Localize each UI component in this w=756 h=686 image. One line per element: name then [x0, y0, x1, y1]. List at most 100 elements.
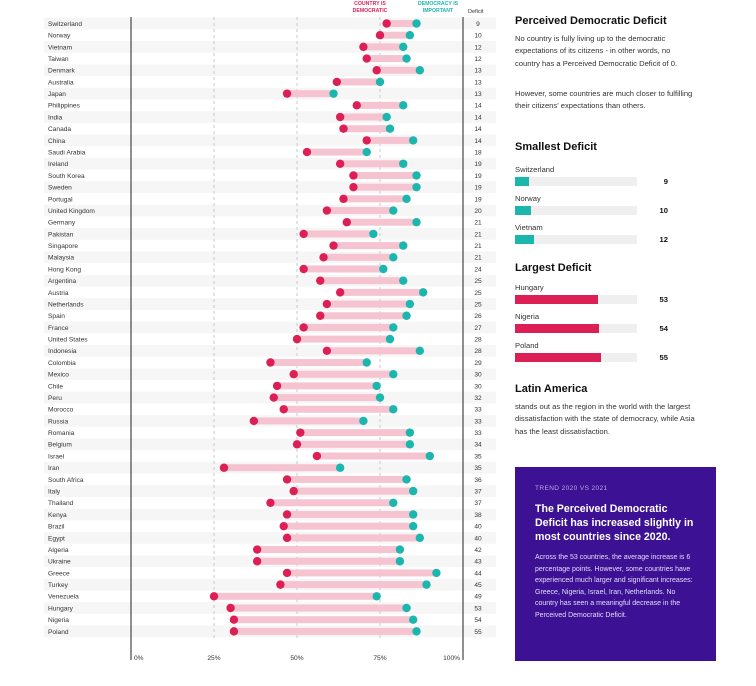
important-dot [369, 229, 378, 239]
gap-bar [326, 207, 394, 215]
democratic-dot [266, 498, 275, 507]
deficit-header: Deficit [468, 9, 484, 15]
row-stripe [44, 485, 496, 497]
latin-america-title: Latin America [515, 383, 588, 395]
country-label: Italy [48, 489, 61, 496]
gap-bar [277, 382, 377, 390]
largest-deficit-name: Nigeria [515, 312, 540, 321]
country-label: Algeria [48, 547, 69, 554]
deficit-value: 21 [474, 220, 482, 227]
gap-bar [380, 31, 410, 39]
deficit-value: 40 [474, 524, 482, 531]
country-label: Malaysia [48, 255, 74, 262]
x-tick-label: 100% [443, 655, 460, 662]
important-dot [399, 159, 408, 168]
gap-bar [376, 66, 420, 74]
gap-bar [303, 230, 374, 238]
gap-bar [326, 300, 410, 308]
country-label: Iran [48, 465, 60, 472]
largest-deficit-track [515, 353, 637, 362]
trend-box: TREND 2020 VS 2021 The Perceived Democra… [515, 467, 716, 661]
deficit-value: 14 [474, 103, 482, 110]
country-label: Spain [48, 313, 65, 320]
country-label: United Kingdom [48, 208, 95, 215]
row-stripe [44, 438, 496, 451]
democratic-dot [209, 592, 219, 601]
democratic-dot [335, 159, 345, 168]
country-label: United States [48, 337, 88, 344]
deficit-value: 55 [474, 629, 482, 636]
deficit-value: 21 [474, 255, 482, 262]
deficit-value: 19 [474, 196, 482, 203]
gap-bar [343, 125, 390, 133]
gap-bar [356, 101, 404, 109]
deficit-value: 14 [474, 114, 482, 121]
x-tick-label: 50% [290, 655, 303, 662]
important-dot [379, 264, 388, 274]
smallest-deficit-value: 12 [659, 235, 668, 244]
sidebar-intro-1: No country is fully living up to the dem… [515, 34, 678, 68]
important-dot [372, 381, 381, 391]
gap-bar [306, 148, 367, 156]
gap-bar [326, 347, 420, 355]
democratic-dot [322, 299, 332, 309]
democratic-dot [316, 311, 325, 320]
country-label: Austria [48, 290, 69, 297]
deficit-value: 33 [474, 430, 482, 437]
largest-deficit-title: Largest Deficit [515, 262, 592, 274]
democratic-dot [339, 194, 348, 204]
country-label: Brazil [48, 524, 65, 531]
important-dot [405, 440, 415, 449]
democratic-dot [252, 545, 262, 554]
gap-bar [283, 522, 414, 530]
gap-bar [287, 534, 420, 542]
democratic-dot [316, 276, 325, 285]
important-dot [389, 206, 398, 215]
smallest-deficit-name: Switzerland [515, 165, 555, 174]
important-dot [409, 521, 418, 531]
row-stripe [44, 368, 496, 381]
deficit-value: 21 [474, 243, 482, 250]
gap-bar [323, 253, 394, 261]
democratic-dot [372, 66, 381, 75]
gap-bar [340, 288, 424, 296]
important-dot [402, 475, 411, 484]
row-stripe [44, 204, 496, 217]
smallest-deficit-track [515, 177, 637, 186]
important-dot [405, 299, 415, 309]
country-label: Nigeria [48, 617, 69, 624]
democratic-dot [335, 288, 345, 297]
legend-label-line: COUNTRY IS [354, 1, 386, 7]
deficit-value: 36 [474, 477, 482, 484]
country-label: Egypt [48, 535, 65, 542]
smallest-deficit-value: 9 [663, 177, 668, 186]
country-label: Taiwan [48, 56, 69, 63]
deficit-value: 26 [474, 313, 482, 320]
row-stripe [44, 578, 496, 591]
gap-bar [253, 417, 364, 425]
democratic-dot [282, 89, 292, 98]
country-label: Greece [48, 570, 70, 577]
deficit-value: 18 [474, 149, 482, 156]
democratic-dot [359, 42, 368, 52]
important-dot [405, 30, 415, 40]
gap-bar [287, 510, 414, 518]
gap-bar [233, 627, 417, 635]
gap-bar [320, 312, 407, 320]
democratic-dot [299, 264, 308, 274]
deficit-value: 37 [474, 489, 482, 496]
deficit-value: 24 [474, 266, 482, 273]
country-label: Switzerland [48, 21, 82, 28]
gap-bar [320, 277, 404, 285]
gap-bar [343, 195, 407, 203]
largest-deficit-track [515, 295, 637, 304]
democratic-dot [252, 557, 262, 566]
row-stripe [44, 274, 496, 287]
country-label: South Africa [48, 477, 84, 484]
row-stripe [44, 111, 496, 123]
gap-bar [297, 440, 410, 448]
important-dot [425, 451, 434, 461]
largest-deficit-fill [515, 295, 598, 304]
important-dot [432, 568, 441, 578]
gap-bar [353, 171, 417, 179]
